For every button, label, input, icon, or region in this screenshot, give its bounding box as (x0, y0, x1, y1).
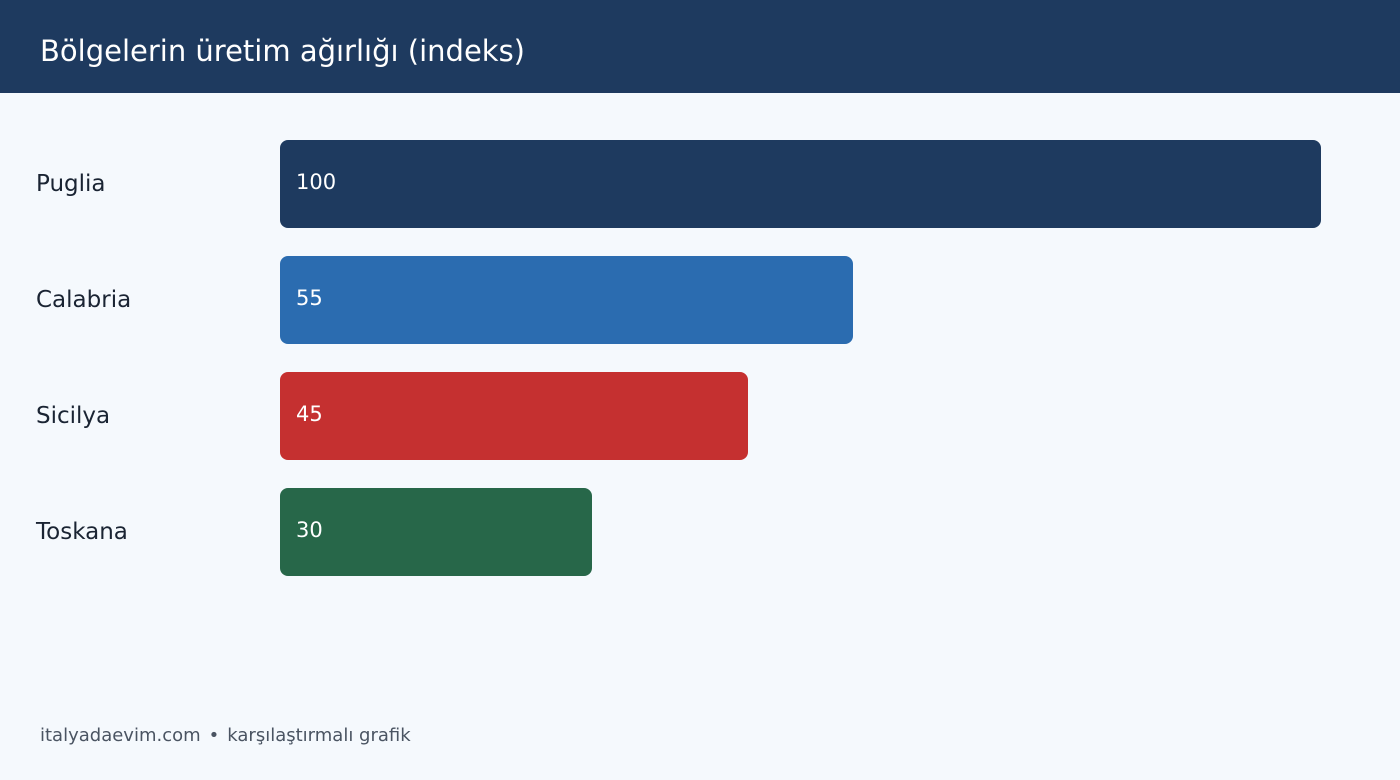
footer-site: italyadaevim.com (40, 725, 201, 746)
bar-row: Calabria 55 (0, 256, 1400, 344)
category-label: Sicilya (36, 403, 111, 429)
chart-title: Bölgelerin üretim ağırlığı (indeks) (40, 34, 525, 68)
bar: 30 (280, 488, 592, 576)
bar-row: Puglia 100 (0, 140, 1400, 228)
chart-header: Bölgelerin üretim ağırlığı (indeks) (0, 0, 1400, 93)
bar: 45 (280, 372, 748, 460)
category-label: Calabria (36, 287, 132, 313)
bar-row: Toskana 30 (0, 488, 1400, 576)
bar: 100 (280, 140, 1321, 228)
bar-value-label: 100 (296, 170, 337, 194)
category-label: Puglia (36, 171, 106, 197)
footer: italyadaevim.com • karşılaştırmalı grafik (40, 722, 411, 750)
bar-row: Sicilya 45 (0, 372, 1400, 460)
footer-caption: karşılaştırmalı grafik (227, 725, 411, 746)
bar-value-label: 30 (296, 518, 323, 542)
bar-value-label: 55 (296, 286, 323, 310)
category-label: Toskana (36, 519, 128, 545)
bar-value-label: 45 (296, 402, 323, 426)
bar: 55 (280, 256, 853, 344)
footer-separator: • (208, 725, 220, 746)
